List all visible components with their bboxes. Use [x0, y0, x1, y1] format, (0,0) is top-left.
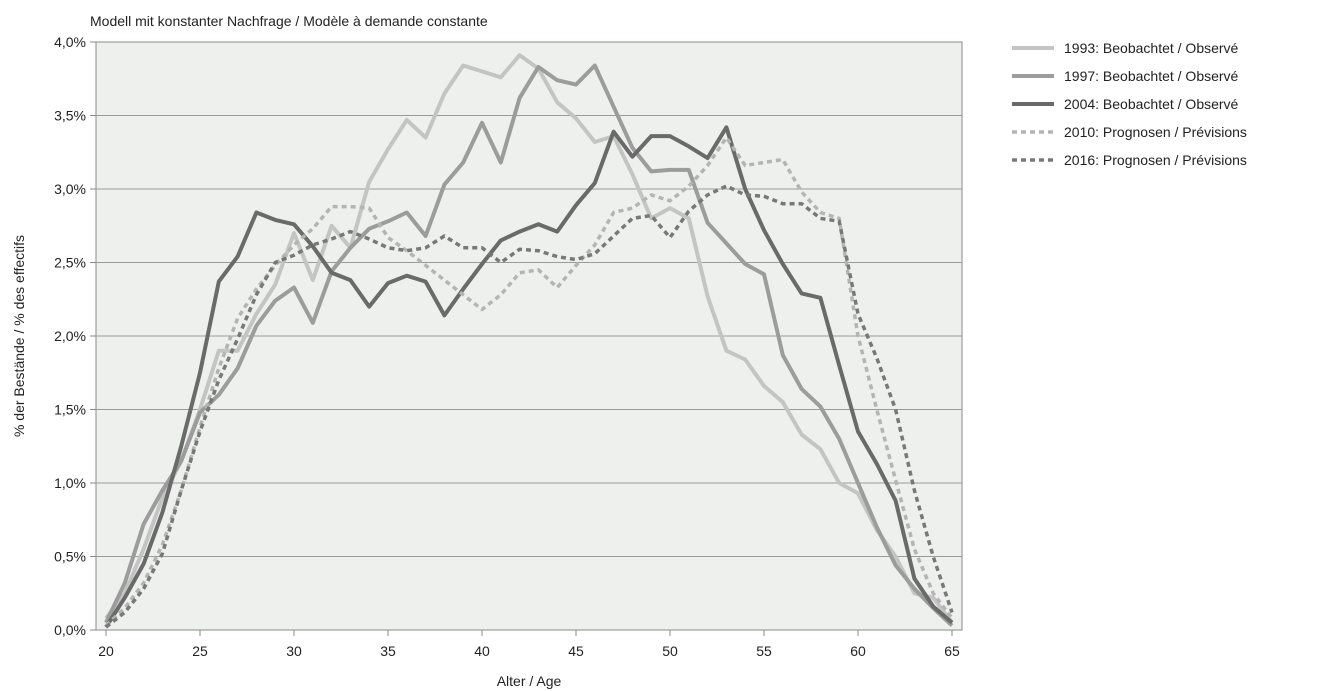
- x-tick-label: 60: [850, 643, 866, 659]
- y-tick-label: 3,0%: [54, 181, 86, 197]
- y-tick-label: 1,0%: [54, 475, 86, 491]
- series-lines: [104, 53, 954, 629]
- series-line-1: [104, 53, 954, 624]
- x-axis-label: Alter / Age: [497, 673, 562, 689]
- legend-label: 2010: Prognosen / Prévisions: [1064, 124, 1247, 140]
- x-tick-label: 55: [756, 643, 772, 659]
- legend-label: 2004: Beobachtet / Observé: [1064, 96, 1239, 112]
- x-tick-label: 20: [98, 643, 114, 659]
- series-line-3: [104, 125, 954, 629]
- x-tick-label: 35: [380, 643, 396, 659]
- x-tick-label: 25: [192, 643, 208, 659]
- y-tick-label: 0,5%: [54, 549, 86, 565]
- x-tick-label: 45: [568, 643, 584, 659]
- series-line-2: [104, 63, 954, 628]
- y-tick-label: 1,5%: [54, 402, 86, 418]
- y-tick-label: 3,5%: [54, 108, 86, 124]
- y-tick-label: 2,5%: [54, 255, 86, 271]
- y-tick-label: 2,0%: [54, 328, 86, 344]
- y-axis-ticks: 0,0% 0,5% 1,0% 1,5% 2,0% 2,5% 3,0% 3,5% 4,0%: [54, 34, 96, 638]
- series-line-5: [104, 184, 954, 629]
- y-tick-label: 0,0%: [54, 622, 86, 638]
- legend-label: 2016: Prognosen / Prévisions: [1064, 152, 1247, 168]
- series-line-4: [104, 135, 954, 627]
- x-axis-ticks: 20 25 30 35 40 45 50 55 60 65: [98, 630, 960, 659]
- y-axis-label: % der Bestände / % des effectifs: [11, 235, 27, 437]
- x-tick-label: 40: [474, 643, 490, 659]
- chart-title: Modell mit konstanter Nachfrage / Modèle…: [90, 13, 488, 29]
- legend-label: 1993: Beobachtet / Observé: [1064, 40, 1239, 56]
- x-tick-label: 30: [286, 643, 302, 659]
- x-tick-label: 65: [944, 643, 960, 659]
- gridlines: [96, 115, 962, 557]
- y-tick-label: 4,0%: [54, 34, 86, 50]
- x-tick-label: 50: [662, 643, 678, 659]
- legend: 1993: Beobachtet / Observé 1997: Beobacht…: [1012, 40, 1247, 168]
- legend-label: 1997: Beobachtet / Observé: [1064, 68, 1239, 84]
